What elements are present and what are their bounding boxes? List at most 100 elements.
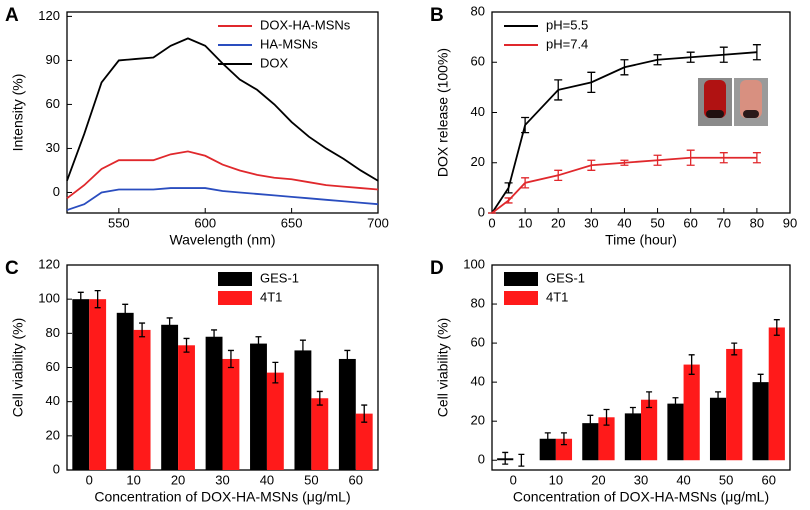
error-bar xyxy=(560,432,567,446)
error-bar xyxy=(77,291,84,307)
bar xyxy=(72,299,90,470)
legend-label: DOX-HA-MSNs xyxy=(260,17,351,32)
y-axis-title: Cell viability (%) xyxy=(435,318,451,418)
bar xyxy=(667,403,684,461)
legend-label: pH=7.4 xyxy=(546,36,588,51)
y-tick-label: 60 xyxy=(471,54,485,69)
x-tick-label: 60 xyxy=(683,215,697,230)
error-bar xyxy=(752,44,761,61)
legend-swatch xyxy=(218,272,252,286)
bar xyxy=(161,324,179,470)
error-bar xyxy=(715,391,722,405)
legend-label: GES-1 xyxy=(546,270,585,285)
x-axis-title: Time (hour) xyxy=(605,232,677,248)
y-tick-label: 80 xyxy=(471,295,485,310)
x-tick-label: 40 xyxy=(617,215,631,230)
error-bar xyxy=(773,319,780,336)
error-bar xyxy=(361,404,368,423)
x-axis-title: Wavelength (nm) xyxy=(169,232,275,248)
y-tick-label: 80 xyxy=(471,3,485,18)
plot-frame xyxy=(491,264,791,471)
error-bar xyxy=(521,177,530,189)
bar xyxy=(598,417,615,461)
bar xyxy=(709,397,727,461)
x-tick-label: 30 xyxy=(215,472,229,487)
bar xyxy=(294,350,312,470)
legend-swatch xyxy=(504,272,538,286)
x-tick-label: 10 xyxy=(518,215,532,230)
y-axis-title: DOX release (100%) xyxy=(435,48,451,177)
error-bar xyxy=(94,289,101,309)
bar xyxy=(338,358,356,470)
legend-label: pH=5.5 xyxy=(546,17,588,32)
data-line xyxy=(66,37,379,182)
error-bar xyxy=(719,46,728,63)
error-bar xyxy=(166,317,173,333)
bar xyxy=(266,372,284,470)
error-bar xyxy=(757,373,764,391)
y-axis-title: Intensity (%) xyxy=(10,74,26,152)
x-tick-label: 50 xyxy=(304,472,318,487)
x-tick-label: 60 xyxy=(761,472,775,487)
error-bar xyxy=(344,349,351,369)
error-bar xyxy=(688,354,695,375)
error-bar xyxy=(587,159,596,171)
x-tick-label: 30 xyxy=(584,215,598,230)
y-tick-label: 60 xyxy=(471,335,485,350)
x-tick-label: 650 xyxy=(281,215,303,230)
y-tick-label: 20 xyxy=(46,427,60,442)
error-bar xyxy=(620,59,629,76)
data-line xyxy=(66,150,379,200)
x-tick-label: 0 xyxy=(510,472,517,487)
bar xyxy=(726,348,743,461)
bar xyxy=(624,413,641,461)
x-tick-label: 700 xyxy=(367,215,389,230)
error-bar xyxy=(620,159,629,166)
error-bar xyxy=(504,197,513,204)
x-tick-label: 0 xyxy=(488,215,495,230)
y-axis-title: Cell viability (%) xyxy=(10,318,26,418)
y-tick-label: 0 xyxy=(53,184,60,199)
error-bar xyxy=(554,79,563,101)
legend-label: GES-1 xyxy=(260,270,299,285)
panel-label: A xyxy=(5,5,19,26)
error-bar xyxy=(227,349,234,369)
bar xyxy=(222,358,240,470)
y-tick-label: 60 xyxy=(46,96,60,111)
bar xyxy=(89,299,107,470)
y-tick-label: 120 xyxy=(38,256,60,271)
error-bar xyxy=(603,408,610,426)
error-bar xyxy=(672,397,679,411)
x-axis-title: Concentration of DOX-HA-MSNs (μg/mL) xyxy=(94,489,350,505)
error-bar xyxy=(731,342,738,356)
error-bar xyxy=(255,336,262,352)
bar xyxy=(133,329,151,470)
legend-label: DOX xyxy=(260,55,289,70)
bar xyxy=(683,364,700,461)
y-tick-label: 20 xyxy=(471,154,485,169)
legend-label: 4T1 xyxy=(260,289,282,304)
error-bar xyxy=(299,339,306,362)
x-tick-label: 50 xyxy=(650,215,664,230)
bar xyxy=(205,336,223,470)
panel-label: D xyxy=(430,258,444,279)
y-tick-label: 120 xyxy=(38,8,60,23)
y-tick-label: 0 xyxy=(478,204,485,219)
bar xyxy=(116,312,134,470)
error-bar xyxy=(521,116,530,134)
error-bar xyxy=(316,390,323,406)
x-tick-label: 20 xyxy=(551,215,565,230)
vial-photo xyxy=(698,78,768,126)
x-tick-label: 70 xyxy=(717,215,731,230)
data-line xyxy=(491,156,757,214)
x-tick-label: 0 xyxy=(86,472,93,487)
error-bar xyxy=(183,337,190,353)
panel-label: B xyxy=(430,5,444,26)
y-tick-label: 40 xyxy=(471,104,485,119)
error-bar xyxy=(686,51,695,63)
legend-swatch xyxy=(504,291,538,305)
y-tick-label: 90 xyxy=(46,52,60,67)
y-tick-label: 40 xyxy=(46,393,60,408)
x-tick-label: 40 xyxy=(260,472,274,487)
